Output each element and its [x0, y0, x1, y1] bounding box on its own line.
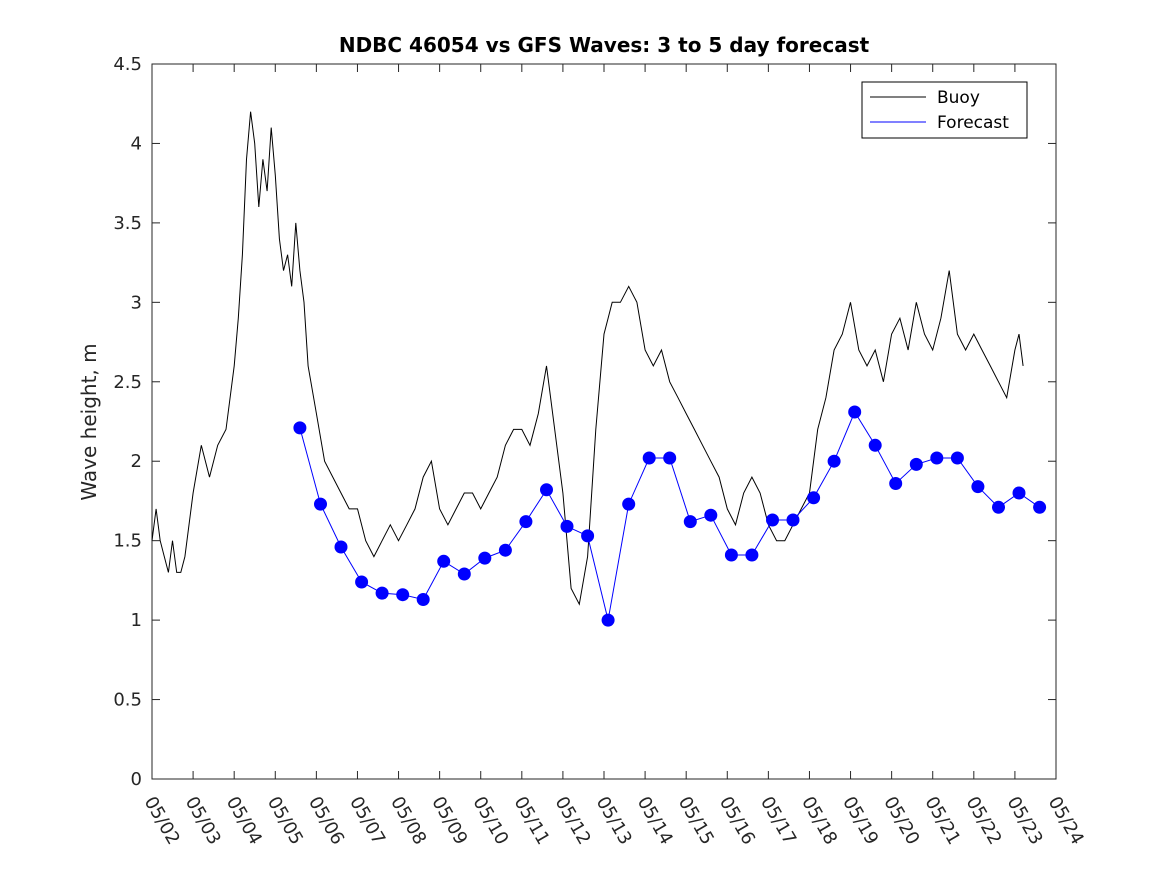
forecast-point — [704, 508, 718, 522]
y-axis-label: Wave height, m — [77, 343, 101, 500]
forecast-point — [642, 451, 656, 465]
forecast-point — [498, 543, 512, 557]
forecast-point — [416, 593, 430, 606]
y-tick-label: 1.5 — [113, 531, 142, 552]
y-tick-label: 3 — [131, 292, 142, 313]
forecast-point — [375, 586, 389, 600]
y-tick-label: 4.5 — [113, 54, 142, 75]
forecast-point — [622, 497, 636, 511]
y-tick-label: 0.5 — [113, 690, 142, 711]
forecast-point — [992, 500, 1005, 514]
forecast-point — [971, 480, 985, 494]
forecast-point — [683, 515, 697, 529]
forecast-point — [396, 588, 410, 602]
y-tick-label: 2 — [131, 451, 142, 472]
forecast-point — [334, 540, 348, 554]
legend-forecast-label: Forecast — [937, 113, 1009, 133]
forecast-point — [745, 548, 759, 562]
y-tick-label: 3.5 — [113, 213, 142, 234]
forecast-point — [1012, 486, 1026, 500]
forecast-point — [601, 613, 615, 627]
forecast-point — [807, 491, 821, 505]
y-tick-label: 0 — [131, 769, 142, 790]
forecast-point — [314, 497, 327, 511]
buoy-line — [151, 111, 1024, 606]
forecast-point — [560, 519, 574, 533]
forecast-point — [478, 551, 492, 565]
chart-title: NDBC 46054 vs GFS Waves: 3 to 5 day fore… — [339, 33, 870, 57]
legend-box — [861, 81, 1028, 139]
forecast-point — [355, 575, 369, 589]
forecast-point — [868, 438, 882, 452]
y-tick-label: 2.5 — [113, 372, 142, 393]
forecast-point — [889, 477, 903, 490]
forecast-point — [909, 457, 923, 471]
y-tick-label: 4 — [131, 133, 142, 154]
forecast-point — [457, 567, 471, 581]
legend: Buoy Forecast — [861, 81, 1028, 139]
forecast-point — [786, 513, 800, 527]
forecast-point — [519, 515, 533, 529]
forecast-point — [540, 483, 553, 497]
legend-buoy-label: Buoy — [937, 88, 980, 108]
forecast-point — [581, 529, 595, 543]
forecast-point — [848, 405, 862, 419]
forecast-point — [930, 451, 944, 465]
forecast-point — [1033, 500, 1047, 514]
y-tick-label: 1 — [131, 610, 142, 631]
forecast-point — [950, 451, 964, 465]
forecast-point — [724, 548, 738, 562]
forecast-point — [293, 421, 307, 435]
forecast-point — [827, 454, 841, 468]
forecast-point — [766, 513, 779, 527]
forecast-point — [437, 554, 451, 568]
forecast-point — [663, 451, 677, 465]
